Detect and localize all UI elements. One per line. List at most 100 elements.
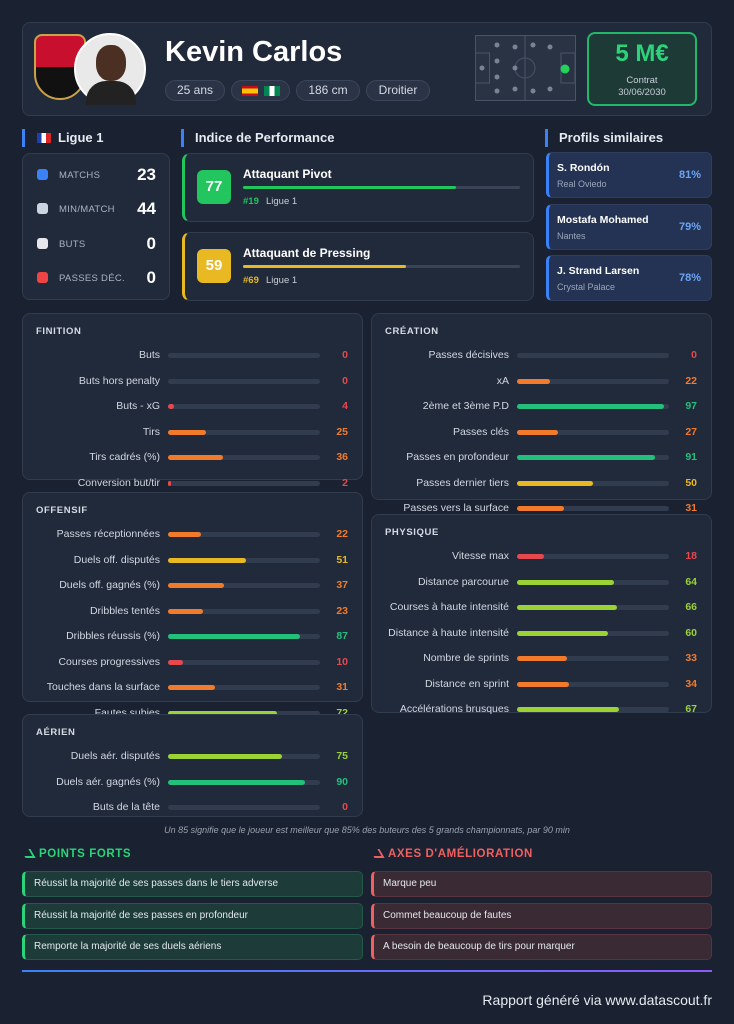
metric-value: 10 (336, 655, 348, 668)
similar-score: 79% (678, 220, 701, 233)
stat-label: BUTS (59, 238, 86, 250)
metric-value: 75 (336, 750, 348, 762)
heading-icon (20, 849, 36, 858)
similar-score: 81% (678, 169, 701, 181)
metric-fill (168, 685, 216, 690)
stat-icon (37, 169, 48, 180)
pitch-diagram (475, 35, 576, 101)
performance-league: Ligue 1 (266, 275, 298, 286)
stat-icon (37, 271, 48, 283)
metric-fill (517, 707, 619, 712)
similar-club: Crystal Palace (557, 282, 616, 292)
metric-label: Distance en sprint (424, 677, 509, 690)
list-item (22, 934, 363, 960)
metric-track (168, 404, 320, 409)
metric-value: 97 (685, 400, 697, 412)
metric-fill (168, 608, 203, 614)
metric-label: Passes dernier tiers (416, 476, 509, 489)
metric-fill (517, 404, 665, 409)
metric-track (517, 429, 669, 435)
metric-value: 4 (342, 400, 348, 412)
metric-value: 51 (336, 553, 348, 566)
metric-value: 37 (336, 579, 348, 591)
metric-value: 91 (685, 451, 697, 463)
list-item-text: A besoin de beaucoup de tirs pour marque… (383, 941, 575, 952)
metric-value: 90 (336, 775, 348, 788)
metric-fill (168, 710, 278, 716)
heading-icon (369, 849, 385, 858)
list-item-text: Remporte la majorité de ses duels aérien… (34, 941, 222, 952)
metric-card (22, 492, 363, 702)
performance-name: Attaquant de Pressing (243, 246, 371, 260)
stat-icon (37, 203, 48, 215)
metric-track (168, 429, 320, 435)
metric-label: Conversion but/tir (77, 476, 160, 489)
metric-fill (168, 659, 184, 665)
metric-value: 18 (685, 550, 697, 562)
metric-track (168, 659, 320, 665)
metric-track (168, 805, 320, 810)
list-item (371, 871, 712, 897)
stat-label: PASSES DÉC. (59, 272, 125, 284)
metric-label: Passes clés (452, 425, 509, 438)
metric-track (168, 455, 320, 460)
metric-value: 72 (336, 706, 348, 719)
metric-value: 34 (685, 677, 697, 690)
metric-label: 2ème et 3ème P.D (422, 400, 509, 412)
performance-fill (243, 186, 457, 189)
metric-label: Buts de la tête (92, 801, 160, 813)
metric-fill (517, 506, 565, 511)
player-name: Kevin Carlos (165, 36, 343, 68)
stat-value: 0 (146, 233, 156, 253)
photo-face (96, 45, 126, 81)
similar-card (546, 255, 712, 301)
flag-france (37, 133, 51, 143)
metric-value: 22 (685, 374, 697, 387)
info-chip: Droitier (366, 80, 430, 101)
metric-label: Duels off. disputés (73, 553, 160, 566)
metric-fill (168, 754, 282, 759)
similar-name: S. Rondón (557, 162, 610, 174)
metric-value: 87 (336, 630, 348, 642)
metric-label: Accélérations brusques (399, 703, 509, 715)
metric-fill (168, 779, 305, 785)
metric-track (168, 480, 320, 486)
stat-label: MATCHS (59, 170, 101, 181)
metric-label: Dribbles tentés (89, 604, 160, 617)
metric-track (517, 506, 669, 511)
info-chip: 25 ans (165, 80, 225, 101)
metric-label: Nombre de sprints (423, 652, 509, 664)
metric-track (168, 353, 320, 358)
metric-label: Duels aér. gagnés (%) (56, 775, 160, 788)
footer: Rapport généré via www.datascout.fr (482, 992, 712, 1008)
metric-fill (517, 480, 593, 486)
metric-section-title: AÉRIEN (36, 727, 76, 738)
heading-accent (22, 129, 25, 147)
metric-value: 0 (342, 801, 348, 813)
stat-value: 0 (146, 267, 156, 287)
performance-rank: #19 (243, 196, 259, 207)
metric-card (22, 313, 363, 480)
metric-label: Dribbles réussis (%) (66, 630, 160, 642)
metric-label: Tirs (142, 425, 160, 438)
section-heading: Ligue 1 (58, 130, 104, 145)
metric-fill (517, 605, 618, 610)
metric-label: Distance parcourue (417, 575, 509, 588)
metric-value: 36 (336, 451, 348, 463)
metric-fill (517, 554, 545, 559)
metric-value: 64 (685, 575, 697, 588)
value-box (587, 32, 697, 106)
divider (22, 970, 712, 972)
metric-value: 0 (342, 349, 348, 361)
metric-fill (517, 656, 568, 661)
metric-value: 27 (685, 425, 697, 438)
similar-card (546, 203, 712, 250)
metric-fill (168, 480, 172, 486)
metric-label: Buts hors penalty (78, 374, 160, 387)
stat-value: 23 (137, 165, 156, 184)
metric-value: 31 (685, 502, 697, 514)
metric-value: 2 (342, 476, 348, 489)
metric-track (517, 378, 669, 384)
metric-section-title: PHYSIQUE (385, 527, 439, 538)
